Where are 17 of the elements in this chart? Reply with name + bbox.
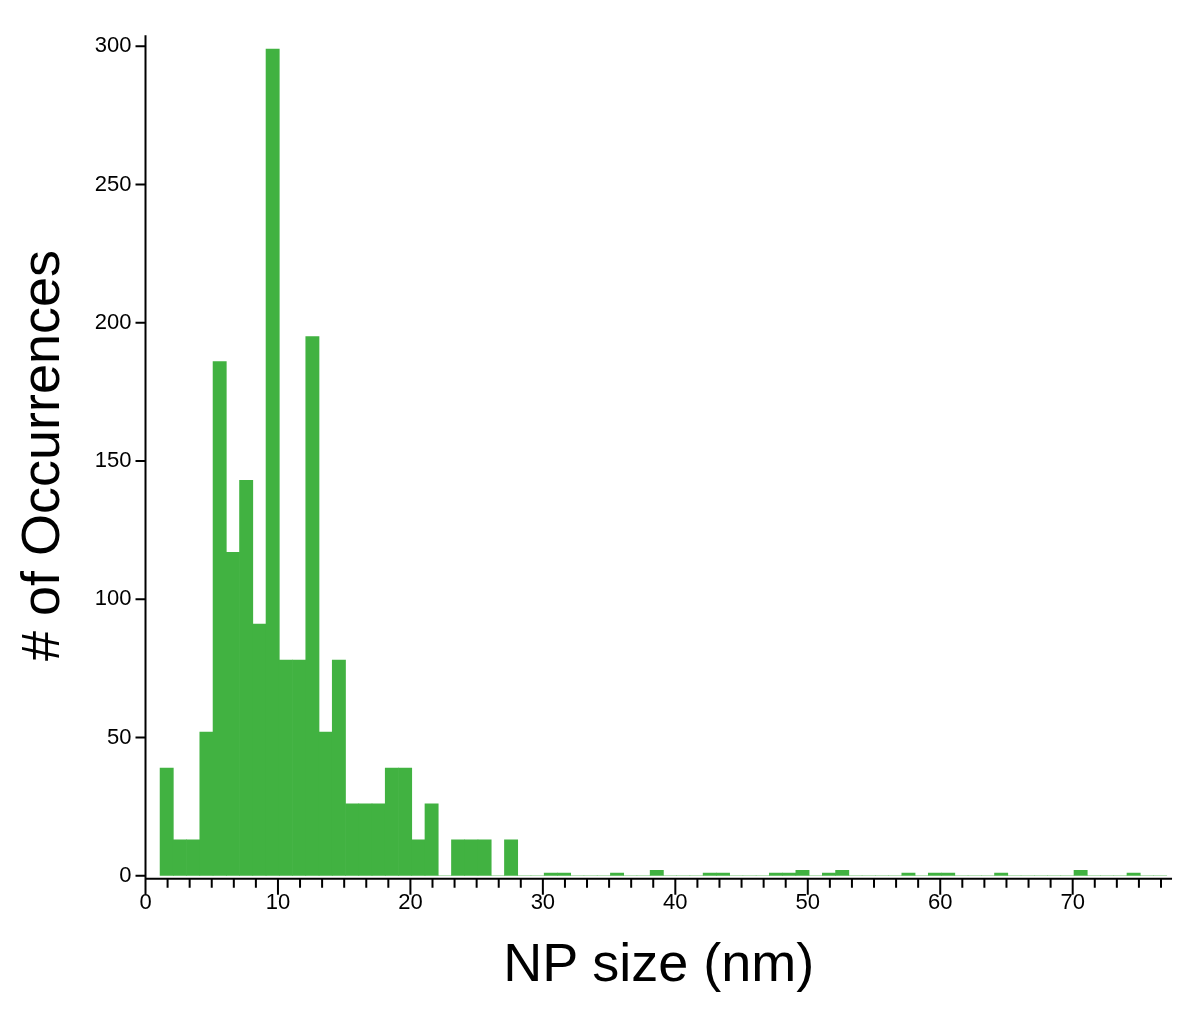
y-tick-label: 150 — [94, 447, 132, 473]
x-tick-label: 70 — [1060, 889, 1085, 915]
x-tick-label: 40 — [663, 889, 688, 915]
x-axis-title: NP size (nm) — [503, 932, 815, 993]
x-tick-label: 10 — [265, 889, 291, 915]
y-tick-label: 100 — [94, 585, 132, 611]
y-axis-title: # of Occurrences — [10, 249, 71, 662]
y-tick-label: 300 — [94, 32, 132, 58]
y-tick-label: 250 — [94, 170, 132, 196]
x-tick-label: 60 — [927, 889, 953, 915]
x-tick-label: 50 — [795, 889, 821, 915]
x-tick-label: 20 — [398, 889, 423, 915]
y-tick-label: 50 — [107, 723, 132, 749]
y-tick-label: 200 — [94, 308, 132, 334]
x-tick-label: 30 — [530, 889, 556, 915]
x-tick-label: 0 — [139, 889, 152, 915]
y-tick-label: 0 — [119, 861, 132, 887]
